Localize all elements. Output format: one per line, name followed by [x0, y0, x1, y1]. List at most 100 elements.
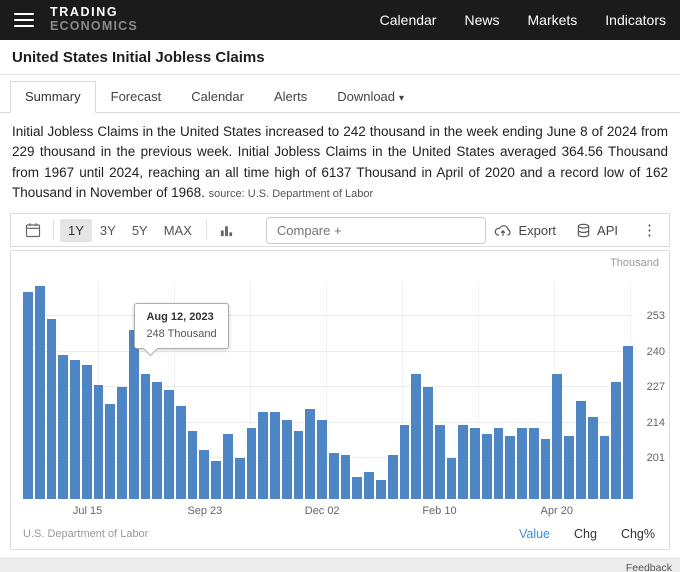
bar[interactable]: [246, 428, 257, 499]
cloud-export-icon: [495, 224, 511, 236]
bar[interactable]: [505, 436, 516, 499]
toolbar-separator: [205, 220, 207, 240]
trading-economics-logo[interactable]: TRADING ECONOMICS: [50, 5, 138, 34]
api-label: API: [597, 222, 618, 238]
bar[interactable]: [399, 425, 410, 499]
mode-value[interactable]: Value: [518, 527, 551, 541]
bar[interactable]: [211, 460, 222, 499]
bar[interactable]: [434, 425, 445, 499]
bar[interactable]: [364, 471, 374, 499]
bar[interactable]: [423, 387, 433, 499]
page-footer: Feedback: [0, 557, 680, 572]
bar[interactable]: [540, 439, 551, 499]
bar[interactable]: [599, 436, 610, 499]
bar[interactable]: [528, 428, 539, 499]
column-chart-icon: [220, 225, 233, 236]
bar[interactable]: [623, 346, 633, 499]
y-axis-tick-label: 240: [646, 345, 665, 358]
tab-forecast[interactable]: Forecast: [96, 81, 177, 113]
bar[interactable]: [93, 384, 104, 499]
x-axis-tick-label: Dec 02: [304, 505, 340, 517]
range-button-3y[interactable]: 3Y: [99, 222, 116, 238]
bar[interactable]: [128, 330, 139, 499]
bar[interactable]: [317, 419, 327, 499]
bar[interactable]: [105, 403, 116, 499]
export-button[interactable]: Export: [494, 223, 556, 238]
bar[interactable]: [258, 411, 269, 499]
bar[interactable]: [234, 458, 245, 499]
bar[interactable]: [517, 428, 527, 499]
value-mode-switch: Value Chg Chg%: [519, 527, 655, 541]
bar[interactable]: [611, 381, 622, 499]
hamburger-menu-icon[interactable]: [14, 13, 34, 27]
chart-source-label: U.S. Department of Labor: [23, 528, 149, 540]
bar[interactable]: [58, 354, 69, 499]
bar[interactable]: [46, 319, 57, 499]
bar[interactable]: [446, 458, 457, 499]
tab-calendar[interactable]: Calendar: [176, 81, 259, 113]
range-button-5y[interactable]: 5Y: [131, 222, 148, 238]
gridline: [23, 421, 633, 423]
bar[interactable]: [152, 381, 163, 499]
bar[interactable]: [375, 479, 386, 499]
api-button[interactable]: API: [576, 223, 618, 238]
tab-download-label: Download: [337, 89, 396, 104]
bar[interactable]: [481, 433, 492, 499]
date-range-calendar-icon[interactable]: [19, 218, 47, 242]
nav-item-indicators[interactable]: Indicators: [605, 12, 666, 28]
bar[interactable]: [117, 387, 127, 499]
bar[interactable]: [352, 477, 363, 499]
bar[interactable]: [293, 430, 304, 499]
top-header: TRADING ECONOMICS Calendar News Markets …: [0, 0, 680, 40]
bar[interactable]: [270, 411, 280, 499]
x-axis-tick-label: Apr 20: [540, 505, 573, 517]
calendar-icon: [25, 223, 41, 238]
bar[interactable]: [81, 365, 92, 499]
nav-item-calendar[interactable]: Calendar: [379, 12, 437, 28]
bar[interactable]: [575, 400, 586, 499]
bar[interactable]: [199, 449, 210, 499]
range-button-max[interactable]: MAX: [163, 222, 192, 238]
bar[interactable]: [164, 390, 174, 499]
tooltip-date: Aug 12, 2023: [146, 311, 214, 323]
bar[interactable]: [564, 436, 574, 499]
nav-item-markets[interactable]: Markets: [527, 12, 578, 28]
bar[interactable]: [493, 428, 504, 499]
mode-chg-pct[interactable]: Chg%: [620, 527, 655, 541]
bar[interactable]: [587, 417, 598, 499]
database-icon: [577, 223, 590, 237]
mode-chg[interactable]: Chg: [574, 527, 597, 541]
bar[interactable]: [470, 428, 480, 499]
tab-alerts[interactable]: Alerts: [259, 81, 322, 113]
compare-input[interactable]: [265, 216, 486, 244]
bar[interactable]: [328, 452, 339, 499]
y-axis-tick-label: 201: [646, 452, 665, 465]
bar[interactable]: [411, 373, 422, 499]
bar[interactable]: [23, 291, 33, 499]
more-options-kebab-icon[interactable]: ⋮: [642, 222, 657, 239]
bar[interactable]: [340, 455, 351, 499]
bar[interactable]: [387, 455, 398, 499]
main-nav: Calendar News Markets Indicators: [380, 12, 666, 28]
bar[interactable]: [552, 373, 563, 499]
bar[interactable]: [34, 286, 45, 499]
chevron-down-icon: ▾: [399, 93, 405, 104]
plot-area: Aug 12, 2023 248 Thousand 201 214 227 240 25…: [23, 281, 665, 517]
bar[interactable]: [187, 430, 198, 499]
bar[interactable]: [458, 425, 469, 499]
y-axis-unit-label: Thousand: [610, 257, 659, 269]
bar[interactable]: [175, 406, 186, 499]
bar[interactable]: [70, 360, 80, 499]
range-button-1y[interactable]: 1Y: [60, 218, 92, 242]
bar[interactable]: [140, 373, 151, 499]
bar[interactable]: [305, 409, 316, 499]
nav-item-news[interactable]: News: [464, 12, 500, 28]
chart-footer: U.S. Department of Labor Value Chg Chg%: [23, 527, 655, 541]
feedback-link[interactable]: Feedback: [625, 562, 672, 572]
tab-download[interactable]: Download ▾: [322, 81, 419, 113]
tab-summary[interactable]: Summary: [10, 81, 96, 113]
bar[interactable]: [281, 419, 292, 499]
chart-type-button[interactable]: [213, 219, 240, 242]
bar[interactable]: [223, 433, 233, 499]
gridline: [23, 350, 633, 352]
